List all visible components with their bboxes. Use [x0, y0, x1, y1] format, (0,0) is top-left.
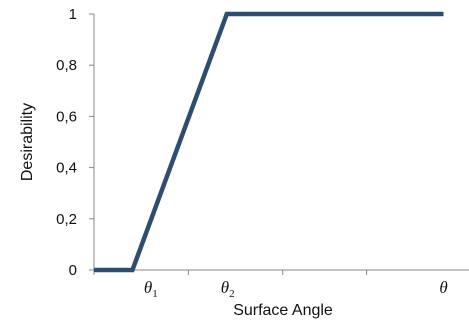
- x-tick-label: θ: [439, 278, 447, 297]
- y-axis-title: Desirability: [19, 103, 36, 181]
- x-ticks: [93, 270, 368, 275]
- series: [94, 11, 444, 273]
- y-tick-label: 0,4: [56, 160, 77, 177]
- x-axis-title: Surface Angle: [233, 302, 333, 319]
- desirability-line: [94, 11, 444, 273]
- x-tick-labels: θ1 θ2 θ: [144, 278, 448, 300]
- y-tick-label: 0,2: [56, 211, 77, 228]
- y-tick-label: 1: [69, 6, 77, 23]
- x-tick-label: θ2: [221, 278, 235, 300]
- x-tick-label: θ1: [144, 278, 158, 300]
- y-tick-label: 0,8: [56, 57, 77, 74]
- y-tick-label: 0: [69, 262, 77, 279]
- y-ticks: 0 0,2 0,4 0,6 0,8 1: [56, 6, 94, 279]
- y-tick-label: 0,6: [56, 108, 77, 125]
